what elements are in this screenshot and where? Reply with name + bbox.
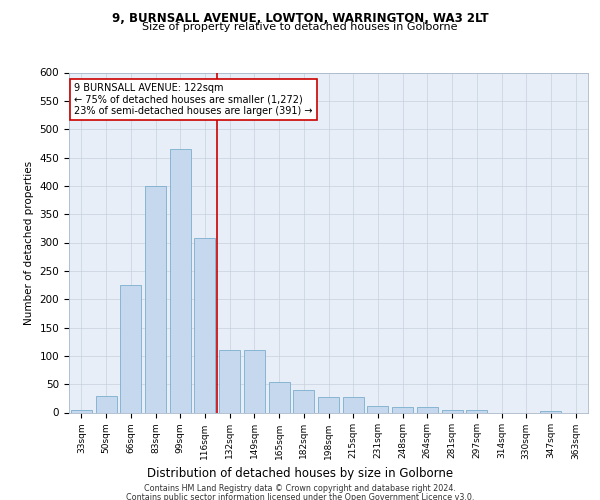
Bar	[318, 396, 339, 412]
Bar	[343, 396, 364, 412]
Bar	[541, 411, 562, 412]
Bar	[244, 350, 265, 412]
Bar	[194, 238, 215, 412]
Bar	[120, 285, 141, 412]
Bar	[293, 390, 314, 412]
Bar	[417, 407, 438, 412]
Bar	[219, 350, 240, 412]
Bar	[145, 186, 166, 412]
Bar	[95, 396, 116, 412]
Text: Contains public sector information licensed under the Open Government Licence v3: Contains public sector information licen…	[126, 494, 474, 500]
Bar	[71, 410, 92, 412]
Bar	[170, 149, 191, 412]
Text: Contains HM Land Registry data © Crown copyright and database right 2024.: Contains HM Land Registry data © Crown c…	[144, 484, 456, 493]
Text: 9, BURNSALL AVENUE, LOWTON, WARRINGTON, WA3 2LT: 9, BURNSALL AVENUE, LOWTON, WARRINGTON, …	[112, 12, 488, 26]
Bar	[367, 406, 388, 412]
Text: 9 BURNSALL AVENUE: 122sqm
← 75% of detached houses are smaller (1,272)
23% of se: 9 BURNSALL AVENUE: 122sqm ← 75% of detac…	[74, 82, 313, 116]
Bar	[442, 410, 463, 412]
Text: Size of property relative to detached houses in Golborne: Size of property relative to detached ho…	[142, 22, 458, 32]
Bar	[392, 407, 413, 412]
Y-axis label: Number of detached properties: Number of detached properties	[24, 160, 34, 324]
Bar	[466, 410, 487, 412]
Text: Distribution of detached houses by size in Golborne: Distribution of detached houses by size …	[147, 468, 453, 480]
Bar	[269, 382, 290, 412]
